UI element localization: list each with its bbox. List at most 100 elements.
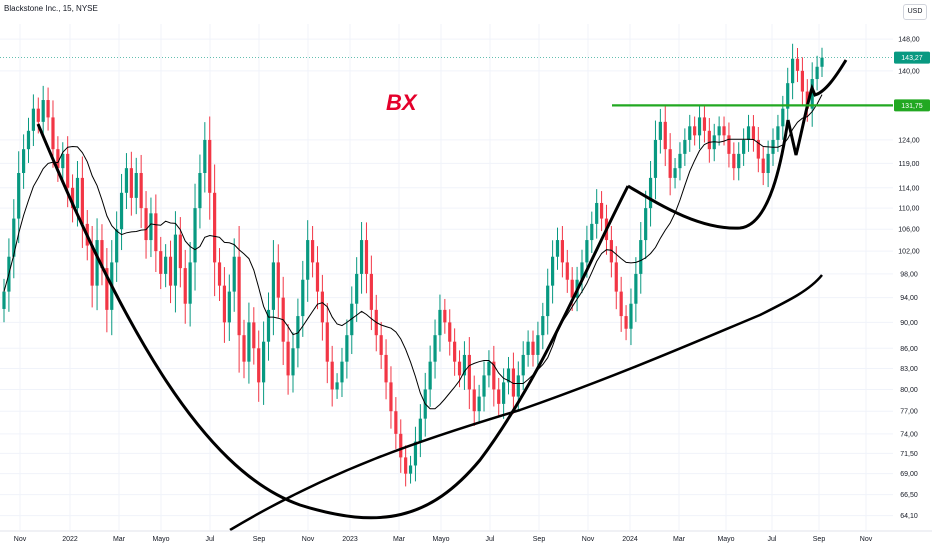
candle-body xyxy=(810,79,814,109)
candle-body xyxy=(100,240,104,269)
candle-body xyxy=(36,108,40,122)
price-tag-label: 143,27 xyxy=(901,55,923,62)
y-tick-label: 98,00 xyxy=(900,271,918,278)
candle-body xyxy=(320,291,324,323)
candle-body xyxy=(124,168,129,193)
x-tick-label: Nov xyxy=(302,536,315,543)
cup-curve xyxy=(36,123,630,520)
candle-body xyxy=(164,256,168,274)
price-tag-bg xyxy=(894,99,930,112)
candle-body xyxy=(129,168,133,198)
y-tick-label: 110,00 xyxy=(899,206,920,213)
x-tick-label: Nov xyxy=(860,536,873,543)
candle-body xyxy=(222,285,227,323)
candle-body xyxy=(183,268,187,304)
candle-body xyxy=(511,368,516,397)
candle-body xyxy=(462,354,467,376)
candle-body xyxy=(761,158,765,174)
candle-body xyxy=(193,208,197,263)
candle-body xyxy=(61,153,65,169)
candle-body xyxy=(2,291,6,309)
candle-body xyxy=(139,173,143,209)
candle-body xyxy=(663,121,667,150)
y-tick-label: 83,00 xyxy=(900,366,918,373)
x-tick-label: Mar xyxy=(393,536,406,543)
candle-body xyxy=(433,335,437,362)
candle-body xyxy=(791,58,795,84)
candle-body xyxy=(355,273,359,304)
candle-body xyxy=(12,218,16,257)
x-tick-label: Sep xyxy=(533,536,546,543)
candle-body xyxy=(555,240,560,257)
y-tick-label: 86,00 xyxy=(900,346,918,353)
candle-body xyxy=(384,354,388,383)
x-tick-label: 2023 xyxy=(342,536,358,543)
candle-body xyxy=(379,335,383,355)
candle-body xyxy=(629,303,633,329)
candle-body xyxy=(614,262,618,292)
candle-body xyxy=(472,389,476,412)
x-tick-label: Jul xyxy=(768,536,777,543)
candle-body xyxy=(51,117,55,150)
x-tick-label: Sep xyxy=(813,536,826,543)
candle-body xyxy=(467,354,471,390)
candle-body xyxy=(443,309,447,323)
x-tick-label: Jul xyxy=(206,536,215,543)
x-tick-label: Mar xyxy=(673,536,686,543)
candle-body xyxy=(364,240,369,274)
x-tick-label: Mayo xyxy=(432,536,449,543)
candle-body xyxy=(173,234,178,286)
candle-body xyxy=(526,341,530,355)
candle-body xyxy=(359,240,364,274)
y-tick-label: 90,00 xyxy=(900,320,918,327)
candle-body xyxy=(570,279,574,298)
moving-averages xyxy=(3,94,823,410)
candle-body xyxy=(521,354,525,376)
candle-body xyxy=(345,335,349,362)
candle-body xyxy=(448,322,452,342)
candle-body xyxy=(408,465,413,474)
currency-selector[interactable]: USD xyxy=(903,4,927,20)
candle-body xyxy=(781,108,785,127)
candle-body xyxy=(66,153,70,188)
y-tick-label: 64,10 xyxy=(900,513,918,520)
candle-body xyxy=(717,126,721,136)
candle-body xyxy=(776,126,780,140)
x-tick-label: Nov xyxy=(14,536,27,543)
candle-body xyxy=(644,208,648,241)
candle-body xyxy=(702,117,707,131)
candle-body xyxy=(673,168,677,178)
candle-body xyxy=(46,100,50,118)
candle-body xyxy=(276,262,280,298)
candle-body xyxy=(648,177,653,209)
candle-body xyxy=(639,240,643,274)
candle-body xyxy=(232,256,236,292)
candle-body xyxy=(536,335,540,355)
candle-body xyxy=(325,322,329,362)
candle-body xyxy=(399,433,403,458)
candle-body xyxy=(492,361,496,390)
price-tag-label: 131,75 xyxy=(901,103,923,110)
candle-body xyxy=(732,153,736,169)
candle-body xyxy=(56,149,60,169)
bx-annotation: BX xyxy=(386,90,418,115)
price-tags: 143,27 131,75 xyxy=(894,51,930,112)
candle-body xyxy=(815,66,819,80)
candle-body xyxy=(149,213,153,241)
candle-body xyxy=(502,382,506,404)
y-tick-label: 94,00 xyxy=(900,295,918,302)
candle-body xyxy=(590,223,594,241)
candle-body xyxy=(678,153,682,169)
x-tick-label: 2022 xyxy=(62,536,78,543)
candle-body xyxy=(658,121,662,140)
candle-body xyxy=(413,441,418,466)
candle-body xyxy=(428,361,432,390)
candle-body xyxy=(418,418,422,442)
time-axis[interactable]: Nov 2022 Mar Mayo Jul Sep Nov 2023 Mar Mayo Jul Sep… xyxy=(0,530,932,543)
price-axis[interactable]: 148,00 140,00 124,00 119,00 114,00 110,00 106,… xyxy=(898,37,920,520)
candle-body xyxy=(203,139,207,174)
grid-lines xyxy=(0,24,893,530)
candle-body xyxy=(291,348,295,376)
candle-body xyxy=(217,262,222,286)
